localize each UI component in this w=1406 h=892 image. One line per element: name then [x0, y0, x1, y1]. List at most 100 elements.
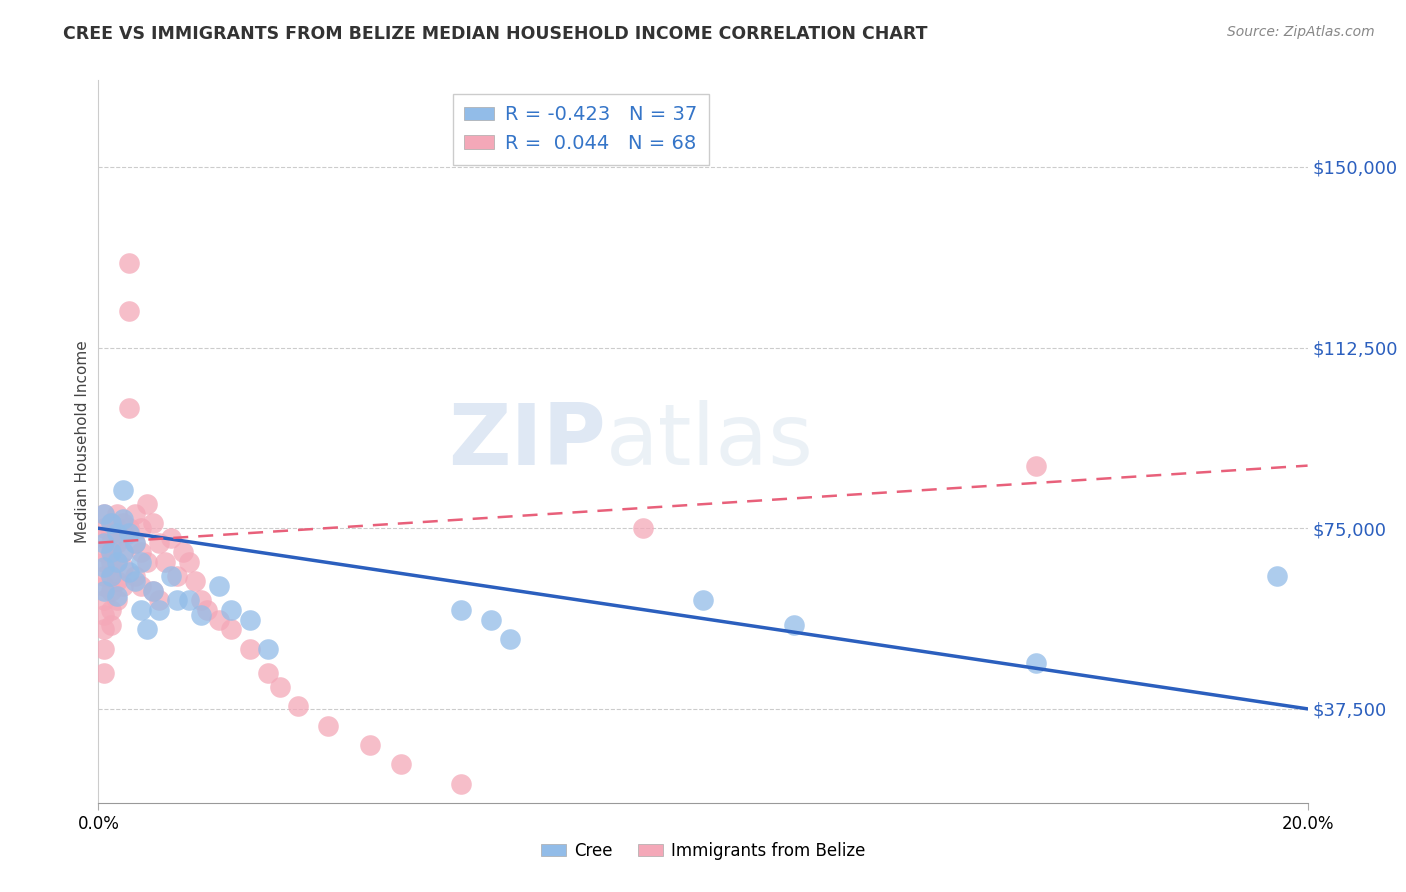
- Point: [93, 579, 115, 593]
- Point: [111, 579, 134, 593]
- Point: [118, 304, 141, 318]
- Point: [111, 511, 134, 525]
- Point: [105, 593, 128, 607]
- Point: [93, 531, 115, 545]
- Point: [100, 569, 122, 583]
- Y-axis label: Median Household Income: Median Household Income: [75, 340, 90, 543]
- Point: [135, 555, 157, 569]
- Point: [93, 555, 115, 569]
- Point: [498, 632, 520, 646]
- Point: [93, 521, 115, 535]
- Point: [1024, 656, 1046, 670]
- Point: [105, 521, 128, 535]
- Point: [111, 559, 134, 574]
- Point: [179, 555, 201, 569]
- Point: [160, 531, 183, 545]
- Point: [481, 613, 503, 627]
- Point: [316, 719, 339, 733]
- Point: [118, 526, 141, 541]
- Point: [129, 603, 152, 617]
- Point: [135, 497, 157, 511]
- Point: [105, 507, 128, 521]
- Point: [631, 521, 654, 535]
- Point: [135, 623, 157, 637]
- Point: [118, 565, 141, 579]
- Point: [269, 680, 291, 694]
- Point: [100, 535, 122, 549]
- Point: [111, 545, 134, 559]
- Point: [118, 401, 141, 415]
- Point: [129, 545, 152, 559]
- Point: [142, 583, 165, 598]
- Point: [221, 603, 243, 617]
- Point: [111, 516, 134, 531]
- Point: [100, 555, 122, 569]
- Point: [239, 641, 262, 656]
- Point: [184, 574, 207, 589]
- Point: [93, 583, 115, 598]
- Point: [105, 574, 128, 589]
- Point: [93, 641, 115, 656]
- Point: [100, 603, 122, 617]
- Point: [100, 583, 122, 598]
- Point: [148, 603, 170, 617]
- Point: [93, 507, 115, 521]
- Point: [179, 593, 201, 607]
- Point: [93, 607, 115, 622]
- Point: [111, 531, 134, 545]
- Point: [166, 593, 188, 607]
- Point: [93, 665, 115, 680]
- Point: [166, 569, 188, 583]
- Point: [93, 507, 115, 521]
- Point: [208, 613, 231, 627]
- Point: [450, 776, 472, 790]
- Point: [389, 757, 412, 772]
- Point: [105, 526, 128, 541]
- Point: [111, 483, 134, 497]
- Point: [239, 613, 262, 627]
- Point: [450, 603, 472, 617]
- Point: [93, 569, 115, 583]
- Point: [129, 579, 152, 593]
- Point: [221, 623, 243, 637]
- Point: [692, 593, 714, 607]
- Point: [105, 535, 128, 549]
- Point: [124, 569, 146, 583]
- Text: CREE VS IMMIGRANTS FROM BELIZE MEDIAN HOUSEHOLD INCOME CORRELATION CHART: CREE VS IMMIGRANTS FROM BELIZE MEDIAN HO…: [63, 25, 928, 43]
- Point: [256, 641, 278, 656]
- Point: [142, 583, 165, 598]
- Point: [129, 555, 152, 569]
- Point: [124, 574, 146, 589]
- Point: [100, 545, 122, 559]
- Point: [100, 617, 122, 632]
- Point: [190, 607, 212, 622]
- Point: [129, 521, 152, 535]
- Point: [142, 516, 165, 531]
- Point: [100, 526, 122, 541]
- Point: [105, 555, 128, 569]
- Point: [190, 593, 212, 607]
- Point: [100, 545, 122, 559]
- Point: [93, 559, 115, 574]
- Point: [118, 256, 141, 270]
- Point: [105, 555, 128, 569]
- Text: atlas: atlas: [606, 400, 814, 483]
- Point: [153, 555, 176, 569]
- Point: [1024, 458, 1046, 473]
- Point: [1267, 569, 1289, 583]
- Point: [208, 579, 231, 593]
- Point: [93, 593, 115, 607]
- Point: [124, 507, 146, 521]
- Point: [100, 569, 122, 583]
- Point: [111, 545, 134, 559]
- Point: [148, 593, 170, 607]
- Point: [287, 699, 309, 714]
- Point: [100, 516, 122, 531]
- Point: [195, 603, 218, 617]
- Point: [172, 545, 194, 559]
- Point: [93, 545, 115, 559]
- Legend: Cree, Immigrants from Belize: Cree, Immigrants from Belize: [534, 836, 872, 867]
- Point: [105, 589, 128, 603]
- Point: [783, 617, 806, 632]
- Point: [360, 738, 382, 752]
